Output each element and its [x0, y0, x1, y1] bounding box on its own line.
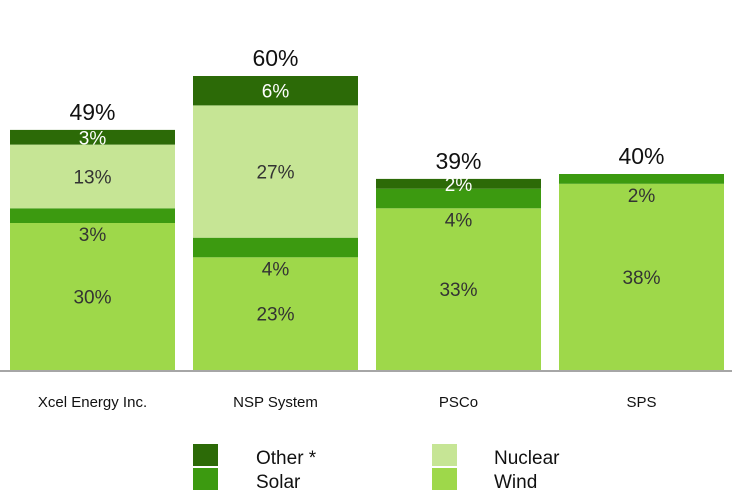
- x-tick-label-nsp-system: NSP System: [233, 394, 318, 411]
- bar-wind-psco: [376, 208, 541, 370]
- legend-label-wind: Wind: [494, 472, 537, 493]
- total-label-psco: 39%: [435, 148, 481, 174]
- data-label-solar-xcel-energy-inc: 3%: [79, 225, 107, 246]
- data-label-other-nsp-system: 6%: [262, 82, 290, 103]
- bar-other-nsp-system: [193, 76, 358, 106]
- total-label-nsp-system: 60%: [252, 45, 298, 71]
- data-label-wind-psco: 33%: [439, 280, 477, 301]
- x-tick-label-psco: PSCo: [439, 394, 478, 411]
- x-tick-label-xcel-energy-inc: Xcel Energy Inc.: [38, 394, 147, 411]
- bar-solar-sps: [559, 174, 724, 184]
- data-label-solar-nsp-system: 4%: [262, 259, 290, 280]
- data-label-other-xcel-energy-inc: 3%: [79, 128, 107, 149]
- total-label-xcel-energy-inc: 49%: [69, 99, 115, 125]
- legend-swatch-nuclear: [432, 444, 457, 466]
- legend-label-other: Other *: [256, 448, 317, 469]
- bar-nuclear-xcel-energy-inc: [10, 144, 175, 209]
- data-label-solar-psco: 4%: [445, 210, 473, 231]
- data-label-solar-sps: 2%: [628, 186, 656, 207]
- data-label-wind-nsp-system: 23%: [256, 305, 294, 326]
- bar-other-xcel-energy-inc: [10, 129, 175, 145]
- bar-solar-nsp-system: [193, 237, 358, 258]
- data-label-wind-sps: 38%: [622, 268, 660, 289]
- bar-wind-sps: [559, 183, 724, 370]
- bar-nuclear-nsp-system: [193, 105, 358, 238]
- data-label-other-psco: 2%: [445, 175, 473, 196]
- data-label-nuclear-xcel-energy-inc: 13%: [73, 167, 111, 188]
- x-tick-label-sps: SPS: [626, 394, 656, 411]
- bar-other-psco: [376, 178, 541, 189]
- bar-solar-psco: [376, 188, 541, 209]
- data-label-nuclear-nsp-system: 27%: [256, 163, 294, 184]
- bar-wind-xcel-energy-inc: [10, 223, 175, 370]
- bar-solar-xcel-energy-inc: [10, 208, 175, 223]
- legend-swatch-solar: [193, 468, 218, 490]
- legend-swatch-wind: [432, 468, 457, 490]
- legend-label-nuclear: Nuclear: [494, 448, 560, 469]
- bar-wind-nsp-system: [193, 257, 358, 370]
- data-label-wind-xcel-energy-inc: 30%: [73, 288, 111, 309]
- legend-label-solar: Solar: [256, 472, 301, 493]
- legend-swatch-other: [193, 444, 218, 466]
- total-label-sps: 40%: [618, 143, 664, 169]
